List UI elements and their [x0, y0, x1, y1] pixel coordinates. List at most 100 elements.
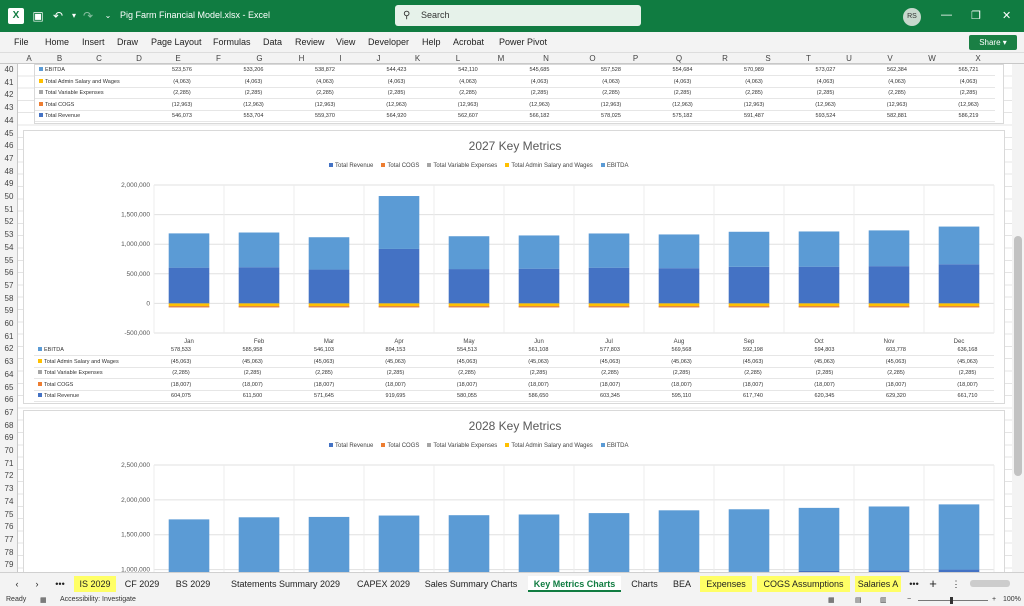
horizontal-scrollbar[interactable] [970, 580, 1010, 587]
row-header-41[interactable]: 41 [4, 77, 14, 87]
chart-2027[interactable]: 2027 Key Metrics Total Revenue Total COGS… [23, 130, 1005, 404]
table-cell[interactable]: 538,872 [315, 67, 335, 73]
table-cell[interactable]: (18,007) [170, 381, 192, 388]
zoom-in-icon[interactable]: + [992, 596, 997, 603]
table-cell[interactable]: 585,958 [242, 347, 263, 353]
row-header-65[interactable]: 65 [4, 382, 14, 392]
table-cell[interactable]: (2,285) [315, 370, 333, 376]
row-header-68[interactable]: 68 [4, 420, 14, 430]
column-header-N[interactable]: N [543, 54, 549, 63]
table-cell[interactable]: 523,576 [172, 67, 192, 73]
table-cell[interactable]: (45,063) [957, 358, 978, 365]
row-header-75[interactable]: 75 [4, 509, 14, 519]
table-cell[interactable]: (2,285) [530, 90, 549, 96]
table-cell[interactable]: (4,063) [244, 78, 263, 85]
column-header-V[interactable]: V [887, 54, 893, 63]
table-cell[interactable]: (4,063) [530, 78, 549, 85]
worksheet-grid[interactable]: EBITDA 523,576 533,206 538,872 544,423 542,11… [18, 64, 1012, 572]
table-cell[interactable]: (2,285) [172, 370, 190, 376]
menu-power-pivot[interactable]: Power Pivot [499, 37, 548, 47]
table-cell[interactable]: (45,063) [170, 358, 192, 365]
row-header-52[interactable]: 52 [4, 217, 14, 227]
row-header-71[interactable]: 71 [4, 458, 14, 468]
next-sheet-icon[interactable]: › [35, 579, 39, 589]
table-cell[interactable]: 570,989 [744, 67, 764, 73]
table-cell[interactable]: (4,063) [316, 78, 334, 85]
table-cell[interactable]: (18,007) [599, 381, 621, 388]
table-cell[interactable]: 561,108 [528, 347, 549, 353]
table-cell[interactable]: (2,285) [959, 90, 978, 96]
menu-view[interactable]: View [336, 37, 356, 47]
column-header-I[interactable]: I [339, 54, 342, 63]
table-cell[interactable]: (2,285) [673, 90, 692, 96]
table-cell[interactable]: 573,027 [815, 67, 836, 73]
table-cell[interactable]: 542,110 [458, 67, 478, 73]
table-cell[interactable]: 565,721 [958, 67, 979, 73]
column-header-Q[interactable]: Q [675, 54, 683, 63]
table-cell[interactable]: (18,007) [456, 381, 478, 388]
table-cell[interactable]: 575,182 [672, 113, 693, 119]
more-tabs-icon[interactable]: ••• [909, 579, 919, 589]
row-header-72[interactable]: 72 [4, 471, 14, 481]
chart-2028[interactable]: 2028 Key Metrics Total Revenue Total COGS… [23, 410, 1005, 572]
table-cell[interactable]: (4,063) [745, 78, 763, 85]
table-cell[interactable]: 661,710 [957, 393, 978, 399]
table-cell[interactable]: (12,963) [386, 101, 407, 108]
table-cell[interactable]: (2,285) [815, 370, 834, 376]
table-cell[interactable]: (2,285) [744, 370, 762, 376]
menu-page-layout[interactable]: Page Layout [151, 37, 202, 47]
table-cell[interactable]: (18,007) [671, 381, 692, 388]
undo-dropdown-icon[interactable]: ▾ [71, 11, 76, 20]
macro-icon[interactable]: ▦ [40, 597, 47, 604]
table-cell[interactable]: 919,695 [385, 393, 406, 399]
table-cell[interactable]: 562,607 [458, 113, 478, 119]
sheet-tab-is-2029[interactable]: IS 2029 [74, 576, 116, 592]
table-cell[interactable]: 580,055 [457, 393, 477, 399]
table-cell[interactable]: 571,645 [314, 393, 334, 399]
column-header-J[interactable]: J [376, 54, 381, 63]
sheet-tab-cogs-assumptions[interactable]: COGS Assumptions [757, 576, 850, 592]
table-cell[interactable]: 546,103 [314, 347, 334, 353]
table-cell[interactable]: (18,007) [814, 381, 835, 388]
row-header-61[interactable]: 61 [4, 331, 14, 341]
row-header-42[interactable]: 42 [4, 90, 14, 100]
table-cell[interactable]: (45,063) [242, 358, 263, 365]
column-header-O[interactable]: O [589, 54, 596, 63]
table-cell[interactable]: (18,007) [313, 381, 335, 388]
sheet-tab-cf-2029[interactable]: CF 2029 [124, 579, 160, 589]
menu-draw[interactable]: Draw [117, 37, 139, 47]
table-cell[interactable]: (18,007) [528, 381, 549, 388]
row-header-60[interactable]: 60 [4, 319, 14, 328]
sheet-tab-bs-2029[interactable]: BS 2029 [175, 579, 211, 589]
menu-review[interactable]: Review [295, 37, 325, 47]
column-header-A[interactable]: A [26, 54, 32, 63]
tab-menu-icon[interactable]: ⋮ [951, 579, 961, 589]
row-header-43[interactable]: 43 [4, 103, 14, 113]
row-header-56[interactable]: 56 [4, 268, 14, 278]
zoom-out-icon[interactable]: − [907, 596, 912, 603]
sheet-tab-statements-summary-2029[interactable]: Statements Summary 2029 [230, 579, 341, 589]
table-cell[interactable]: (45,063) [885, 358, 907, 365]
table-cell[interactable]: (18,007) [957, 381, 978, 388]
avatar[interactable]: RS [903, 8, 921, 26]
table-cell[interactable]: 603,778 [886, 347, 906, 353]
row-header-76[interactable]: 76 [4, 522, 14, 532]
menu-help[interactable]: Help [422, 37, 441, 47]
sheet-tab-sales-summary-charts[interactable]: Sales Summary Charts [424, 579, 518, 589]
column-header-F[interactable]: F [216, 54, 221, 63]
table-cell[interactable]: 611,500 [242, 393, 263, 399]
table-cell[interactable]: (4,063) [602, 78, 620, 85]
table-cell[interactable]: (18,007) [385, 381, 406, 388]
close-icon[interactable]: ✕ [1002, 10, 1012, 22]
table-cell[interactable]: (45,063) [313, 358, 335, 365]
row-header-47[interactable]: 47 [4, 153, 14, 163]
column-header-E[interactable]: E [175, 54, 181, 63]
vertical-scrollbar[interactable] [1012, 64, 1024, 572]
menu-developer[interactable]: Developer [368, 37, 410, 47]
table-cell[interactable]: (45,063) [671, 358, 692, 365]
row-header-53[interactable]: 53 [4, 230, 14, 240]
table-cell[interactable]: 629,320 [886, 393, 906, 399]
table-cell[interactable]: 595,110 [671, 393, 692, 399]
table-cell[interactable]: 603,345 [600, 393, 620, 399]
table-cell[interactable]: (2,285) [387, 90, 406, 96]
